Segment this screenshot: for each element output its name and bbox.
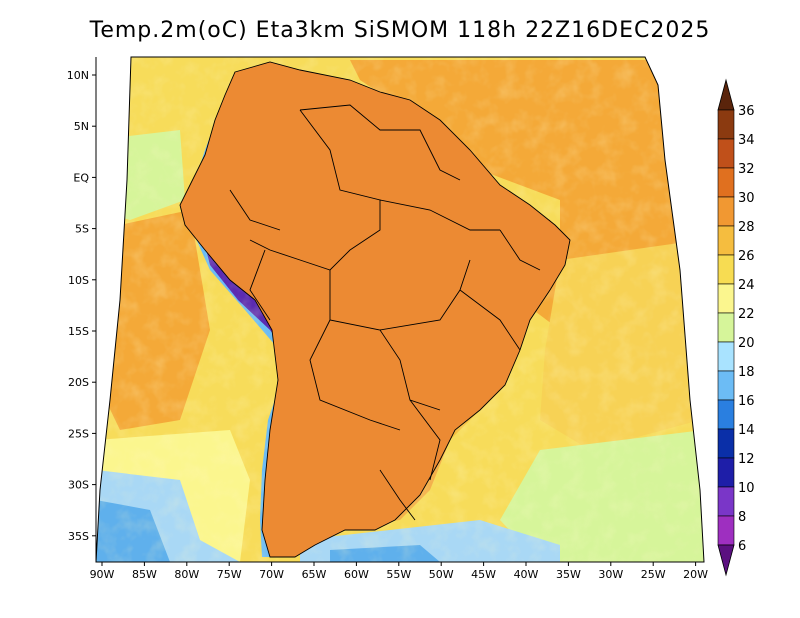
colorbar-segment <box>717 399 735 430</box>
political-borders <box>179 61 571 558</box>
colorbar-segment <box>717 370 735 401</box>
x-tick-label: 70W <box>259 568 284 581</box>
colorbar-label: 20 <box>738 336 755 351</box>
x-tick-label: 40W <box>514 568 539 581</box>
colorbar-segment <box>717 341 735 372</box>
x-tick-label: 30W <box>598 568 623 581</box>
colorbar-segment <box>717 515 735 546</box>
colorbar-segment <box>717 254 735 285</box>
map-title: Temp.2m(oC) Eta3km SiSMOM 118h 22Z16DEC2… <box>89 18 711 43</box>
colorbar-label: 10 <box>738 481 755 496</box>
colorbar-segment <box>717 167 735 198</box>
x-tick-label: 35W <box>556 568 581 581</box>
y-tick-label: 25S <box>68 427 89 440</box>
y-tick-label: 35S <box>68 530 89 543</box>
colorbar-label: 8 <box>738 510 746 525</box>
colorbar-label: 26 <box>738 249 755 264</box>
map-field <box>96 57 704 562</box>
colorbar-label: 12 <box>738 452 755 467</box>
x-tick-label: 25W <box>641 568 666 581</box>
map-frame <box>95 56 705 563</box>
colorbar-label: 16 <box>738 394 755 409</box>
colorbar-segment <box>717 428 735 459</box>
y-tick-label: 10N <box>67 69 89 82</box>
x-tick-label: 50W <box>429 568 454 581</box>
colorbar-label: 14 <box>738 423 755 438</box>
colorbar-label: 18 <box>738 365 755 380</box>
colorbar-label: 6 <box>738 539 746 554</box>
colorbar-segment <box>717 109 735 140</box>
colorbar-segment <box>717 138 735 169</box>
x-tick-label: 65W <box>302 568 327 581</box>
colorbar-segment <box>717 457 735 488</box>
colorbar-segment <box>717 283 735 314</box>
x-tick-label: 90W <box>90 568 115 581</box>
x-tick-label: 85W <box>132 568 157 581</box>
colorbar: 36 34 32 30 28 26 24 22 20 18 16 14 12 10 8 6 <box>717 78 755 577</box>
colorbar-label: 30 <box>738 191 755 206</box>
colorbar-label: 22 <box>738 307 755 322</box>
y-tick-label: EQ <box>73 171 89 184</box>
y-tick-label: 20S <box>68 376 89 389</box>
y-axis-ticks: 10N 5N EQ 5S 10S 15S 20S 25S 30S 35S <box>67 69 96 543</box>
x-tick-label: 55W <box>386 568 411 581</box>
colorbar-segment <box>717 312 735 343</box>
x-tick-label: 75W <box>217 568 242 581</box>
x-tick-label: 80W <box>174 568 199 581</box>
y-tick-label: 5N <box>74 120 89 133</box>
x-tick-label: 45W <box>471 568 496 581</box>
x-tick-label: 20W <box>683 568 708 581</box>
x-tick-label: 60W <box>344 568 369 581</box>
y-tick-label: 10S <box>68 274 89 287</box>
colorbar-segment <box>717 196 735 227</box>
y-tick-label: 5S <box>75 223 89 236</box>
colorbar-segment <box>717 486 735 517</box>
colorbar-label: 28 <box>738 220 755 235</box>
colorbar-label: 36 <box>738 104 755 119</box>
colorbar-segment <box>717 225 735 256</box>
colorbar-lower-arrow <box>717 544 735 577</box>
y-tick-label: 30S <box>68 479 89 492</box>
colorbar-label: 34 <box>738 133 755 148</box>
x-axis-ticks: 90W 85W 80W 75W 70W 65W 60W 55W 50W 45W 40W 35W 30W 2… <box>90 562 708 581</box>
y-tick-label: 15S <box>68 325 89 338</box>
colorbar-label: 24 <box>738 278 755 293</box>
colorbar-label: 32 <box>738 162 755 177</box>
colorbar-upper-arrow <box>717 78 735 111</box>
